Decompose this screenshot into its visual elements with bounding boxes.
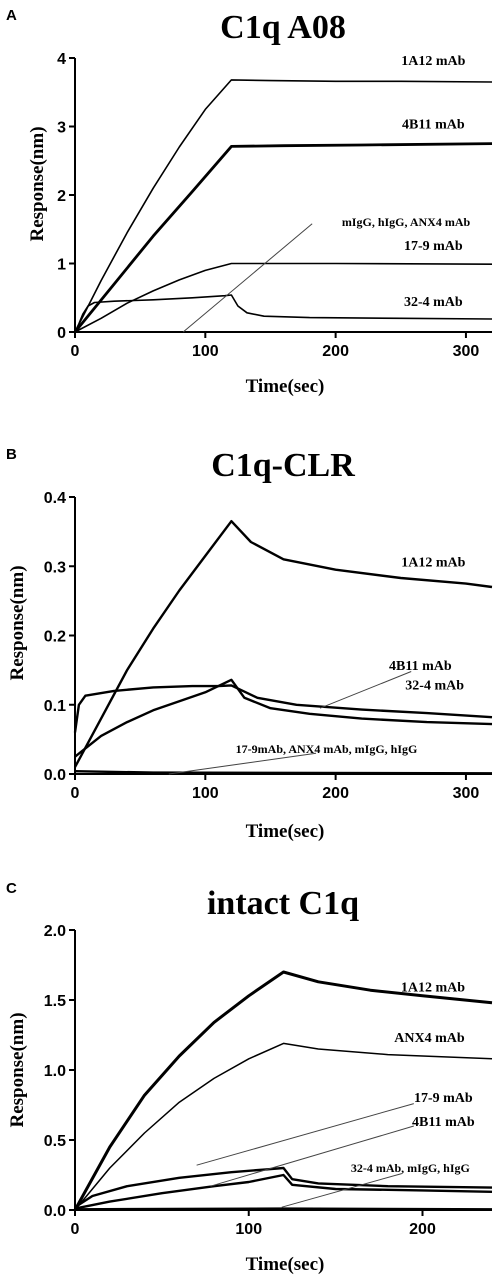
x-tick-label: 200 [322,785,349,802]
x-tick-label: 0 [71,343,80,360]
panel-letter: A [6,7,17,24]
series-line [74,294,493,333]
series-line [73,520,493,768]
series-annotation: 17-9 mAb [414,1091,473,1106]
y-tick-label: 0.0 [44,767,66,784]
series-annotation: mIgG, hIgG, ANX4 mAb [342,215,471,229]
x-axis-label: Time(sec) [246,821,325,842]
series-annotation: 1A12 mAb [401,54,465,69]
y-tick-label: 2 [57,188,66,205]
leader-line [319,671,412,709]
y-axis-label: Response(nm) [7,565,28,680]
series-line [74,1173,493,1210]
y-tick-label: 0.3 [44,559,66,576]
panel-a: A C1q A08 Response(nm) Time(sec) 0 1 2 3 4 0 1… [6,7,493,397]
series-annotation: 32-4 mAb [405,679,464,694]
y-tick-label: 1.5 [44,993,66,1010]
leader-line [210,1125,414,1187]
y-tick-label: 4 [57,51,66,68]
x-tick-label: 0 [71,785,80,802]
x-axis-label: Time(sec) [246,376,325,397]
panel-letter: B [6,446,17,463]
y-tick-label: 0.5 [44,1133,66,1150]
series-annotation: 4B11 mAb [402,118,465,133]
leader-line [168,752,317,775]
series-annotation: 32-4 mAb, mIgG, hIgG [351,1161,470,1175]
panel-letter: C [6,880,17,897]
panel-b: B C1q-CLR Response(nm) Time(sec) 0.0 0.1 0… [6,446,493,842]
x-tick-label: 100 [192,785,219,802]
x-tick-label: 300 [453,785,480,802]
series-annotation: 1A12 mAb [401,555,465,570]
panel-c: C intact C1q Response(nm) Time(sec) 0.0 0… [6,880,493,1275]
series-annotation: 4B11 mAb [389,659,452,674]
y-tick-label: 3 [57,120,66,137]
y-tick-label: 0.0 [44,1203,66,1220]
series-annotation: 4B11 mAb [412,1115,475,1130]
x-tick-label: 0 [71,1221,80,1238]
leader-line [281,1173,402,1208]
x-tick-label: 100 [235,1221,262,1238]
series-line [74,678,493,758]
chart-title: C1q A08 [220,9,346,46]
series-line [74,1207,493,1211]
chart-title: intact C1q [207,885,359,922]
y-tick-label: 0 [57,325,66,342]
y-tick-label: 0.1 [44,698,66,715]
y-axis-label: Response(nm) [7,1012,28,1127]
series-annotation: 17-9mAb, ANX4 mAb, mIgG, hIgG [236,742,418,756]
x-tick-label: 200 [409,1221,436,1238]
leader-line [196,1103,414,1166]
x-tick-label: 100 [192,343,219,360]
y-axis-label: Response(nm) [27,126,48,241]
y-tick-label: 1.0 [44,1063,66,1080]
leader-line [182,223,313,333]
x-axis-label: Time(sec) [246,1254,325,1275]
series-line [73,142,493,333]
series-annotation: 32-4 mAb [404,295,463,310]
series-line [74,262,493,333]
x-tick-label: 300 [453,343,480,360]
series-annotation: 1A12 mAb [401,981,465,996]
series-annotation: ANX4 mAb [394,1031,465,1046]
x-tick-label: 200 [322,343,349,360]
series-line [73,970,493,1211]
y-tick-label: 1 [57,257,66,274]
chart-title: C1q-CLR [211,447,355,484]
y-tick-label: 0.4 [44,490,66,507]
series-line [74,79,493,333]
y-tick-label: 0.2 [44,629,66,646]
y-tick-label: 2.0 [44,923,66,940]
series-line [74,770,493,775]
series-annotation: 17-9 mAb [404,239,463,254]
series-line [74,1042,493,1211]
